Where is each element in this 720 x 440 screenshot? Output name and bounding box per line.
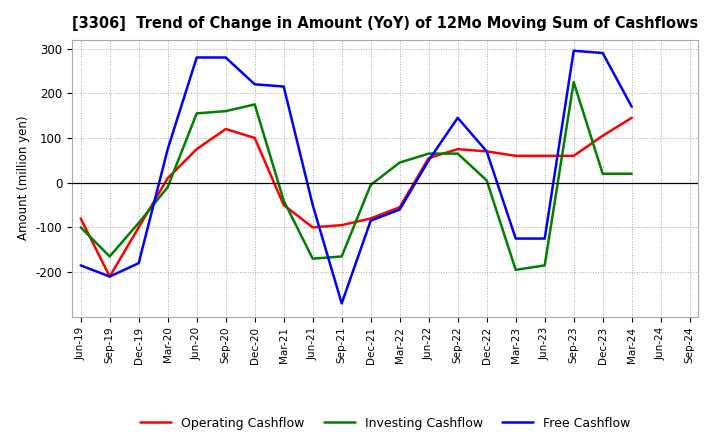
Operating Cashflow [511,153,520,158]
Investing Cashflow [511,267,520,272]
Investing Cashflow [163,184,172,190]
Investing Cashflow [366,182,375,187]
Investing Cashflow [192,111,201,116]
Investing Cashflow [570,80,578,85]
Operating Cashflow [454,147,462,152]
Free Cashflow [570,48,578,53]
Operating Cashflow [424,155,433,161]
Investing Cashflow [105,254,114,259]
Operating Cashflow [163,176,172,181]
Free Cashflow [454,115,462,121]
Free Cashflow [163,147,172,152]
Free Cashflow [76,263,85,268]
Investing Cashflow [541,263,549,268]
Free Cashflow [251,82,259,87]
Free Cashflow [279,84,288,89]
Investing Cashflow [424,151,433,156]
Investing Cashflow [482,178,491,183]
Free Cashflow [221,55,230,60]
Free Cashflow [366,218,375,224]
Investing Cashflow [135,220,143,226]
Investing Cashflow [279,198,288,203]
Operating Cashflow [627,115,636,121]
Investing Cashflow [221,109,230,114]
Investing Cashflow [598,171,607,176]
Free Cashflow [424,158,433,163]
Investing Cashflow [395,160,404,165]
Free Cashflow [105,274,114,279]
Operating Cashflow [135,225,143,230]
Free Cashflow [482,149,491,154]
Operating Cashflow [105,274,114,279]
Investing Cashflow [627,171,636,176]
Free Cashflow [598,50,607,55]
Free Cashflow [541,236,549,241]
Operating Cashflow [279,202,288,208]
Investing Cashflow [251,102,259,107]
Free Cashflow [192,55,201,60]
Free Cashflow [338,301,346,306]
Operating Cashflow [395,205,404,210]
Operating Cashflow [192,147,201,152]
Investing Cashflow [338,254,346,259]
Free Cashflow [511,236,520,241]
Investing Cashflow [76,225,85,230]
Free Cashflow [627,104,636,109]
Y-axis label: Amount (million yen): Amount (million yen) [17,116,30,240]
Line: Free Cashflow: Free Cashflow [81,51,631,304]
Operating Cashflow [221,126,230,132]
Operating Cashflow [541,153,549,158]
Operating Cashflow [598,133,607,138]
Operating Cashflow [570,153,578,158]
Investing Cashflow [454,151,462,156]
Line: Investing Cashflow: Investing Cashflow [81,82,631,270]
Legend: Operating Cashflow, Investing Cashflow, Free Cashflow: Operating Cashflow, Investing Cashflow, … [135,412,635,435]
Operating Cashflow [251,136,259,141]
Operating Cashflow [482,149,491,154]
Operating Cashflow [338,223,346,228]
Line: Operating Cashflow: Operating Cashflow [81,118,631,277]
Free Cashflow [395,207,404,212]
Investing Cashflow [308,256,317,261]
Title: [3306]  Trend of Change in Amount (YoY) of 12Mo Moving Sum of Cashflows: [3306] Trend of Change in Amount (YoY) o… [72,16,698,32]
Operating Cashflow [366,216,375,221]
Operating Cashflow [76,216,85,221]
Free Cashflow [135,260,143,266]
Operating Cashflow [308,225,317,230]
Free Cashflow [308,202,317,208]
